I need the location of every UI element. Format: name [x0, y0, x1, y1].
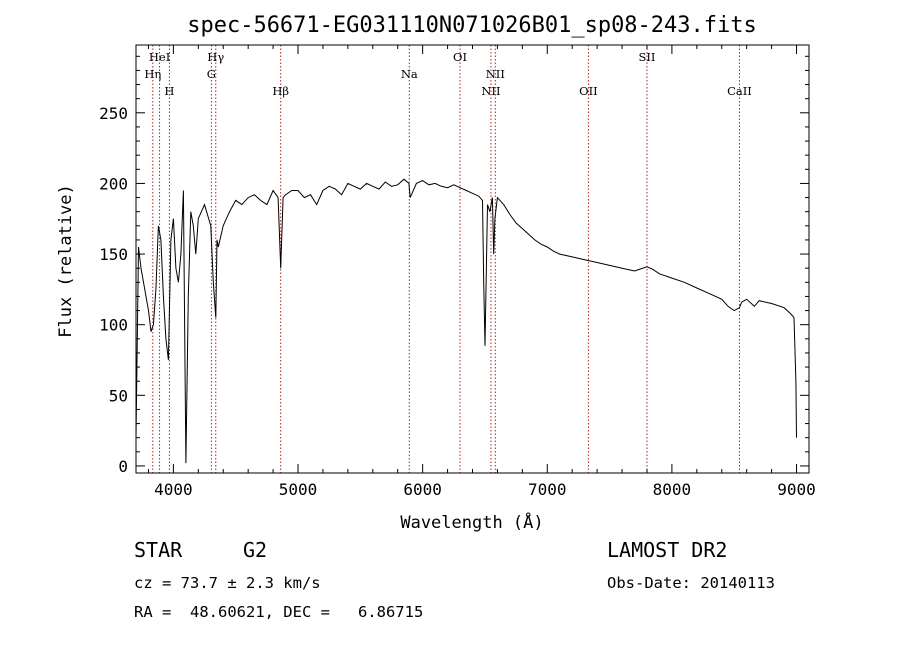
marker-label-6: Na [401, 67, 418, 81]
marker-label-7: OI [453, 50, 467, 64]
marker-label-0: Hη [144, 67, 161, 81]
y-axis-label: Flux (relative) [56, 184, 76, 338]
y-tick-label-3: 150 [99, 245, 128, 264]
marker-label-10: OII [579, 84, 598, 98]
marker-label-3: Hγ [207, 50, 224, 64]
y-tick-label-0: 0 [118, 457, 128, 476]
line-marker-labels: Hη HeI H Hγ G Hβ Na OI NII NII OII SII CaII [144, 50, 751, 98]
x-tick-label-1: 5000 [279, 480, 318, 499]
marker-label-4: G [207, 67, 216, 81]
obs-date: Obs-Date: 20140113 [607, 574, 775, 592]
marker-label-9: NII [486, 67, 505, 81]
marker-label-2: H [164, 84, 174, 98]
marker-label-11: SII [638, 50, 655, 64]
x-axis: 4000 5000 6000 7000 8000 9000 [147, 45, 816, 499]
spectrum-series [135, 178, 797, 464]
chart-title: spec-56671-EG031110N071026B01_sp08-243.f… [187, 13, 757, 38]
marker-label-8: NII [481, 84, 500, 98]
y-tick-label-4: 200 [99, 174, 128, 193]
redshift-text: cz = 73.7 ± 2.3 km/s [134, 574, 321, 592]
y-tick-label-5: 250 [99, 104, 128, 123]
x-tick-label-5: 9000 [777, 480, 816, 499]
marker-label-5: Hβ [272, 84, 289, 98]
object-subclass: G2 [243, 538, 268, 562]
x-tick-label-3: 7000 [528, 480, 567, 499]
x-tick-label-2: 6000 [403, 480, 442, 499]
x-axis-label: Wavelength (Å) [400, 511, 543, 533]
plot-frame [135, 44, 810, 474]
object-class: STAR [134, 538, 183, 562]
survey-name: LAMOST DR2 [607, 538, 728, 562]
x-tick-label-4: 8000 [653, 480, 692, 499]
y-tick-label-2: 100 [99, 316, 128, 335]
line-markers [152, 45, 740, 473]
y-axis: 0 50 100 150 200 250 [99, 55, 809, 476]
y-tick-label-1: 50 [109, 386, 128, 405]
marker-label-1: HeI [149, 50, 170, 64]
x-tick-label-0: 4000 [154, 480, 193, 499]
marker-label-12: CaII [727, 84, 752, 98]
coordinates: RA = 48.60621, DEC = 6.86715 [134, 603, 424, 621]
